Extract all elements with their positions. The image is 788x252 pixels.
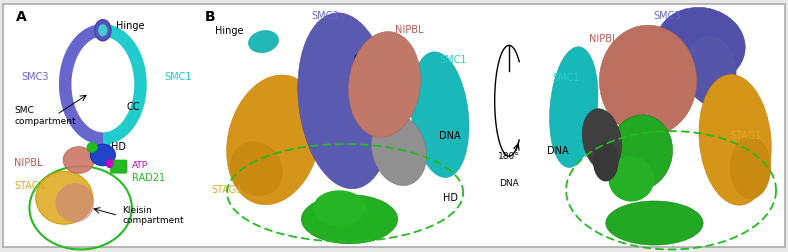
Ellipse shape [656,7,745,83]
Circle shape [95,20,111,41]
Text: B: B [205,10,216,24]
Text: SMC1: SMC1 [552,73,579,83]
Text: Hinge: Hinge [117,21,145,32]
Ellipse shape [91,144,115,166]
Text: SMC1: SMC1 [439,55,466,66]
Ellipse shape [55,183,94,223]
Circle shape [106,159,113,168]
Ellipse shape [600,25,697,136]
Ellipse shape [411,52,469,177]
Text: DNA: DNA [439,131,461,141]
Circle shape [98,24,107,36]
Ellipse shape [549,47,598,167]
Text: Hinge: Hinge [215,26,244,37]
Text: STAG1: STAG1 [211,185,243,195]
Ellipse shape [685,35,737,106]
Ellipse shape [229,141,283,196]
Ellipse shape [313,190,366,226]
Ellipse shape [372,114,426,185]
Ellipse shape [699,75,771,205]
Text: DNA: DNA [547,146,568,156]
Text: Kleisin
compartment: Kleisin compartment [122,206,184,225]
Text: CC: CC [354,54,367,64]
Ellipse shape [248,30,278,53]
Ellipse shape [582,109,622,171]
Text: HD: HD [443,193,458,203]
Text: SMC3: SMC3 [311,11,339,21]
Text: RAD21: RAD21 [625,232,658,242]
Text: A: A [16,10,27,24]
Ellipse shape [301,195,398,244]
Ellipse shape [227,75,321,205]
Ellipse shape [606,201,703,245]
Text: CC: CC [126,102,139,112]
Text: 180°: 180° [498,152,520,161]
Text: NIPBL: NIPBL [395,25,423,35]
Ellipse shape [87,142,98,152]
Text: RAD21: RAD21 [132,173,165,183]
Text: SMC1: SMC1 [165,72,192,82]
Text: HD: HD [110,142,125,152]
Text: NIPBL: NIPBL [14,158,43,168]
Ellipse shape [348,32,421,137]
Text: SMC3: SMC3 [653,11,681,21]
Ellipse shape [35,171,93,224]
Text: STAG1: STAG1 [14,181,46,192]
Text: SMC3: SMC3 [22,72,49,82]
Ellipse shape [63,147,94,173]
Text: ATP: ATP [132,161,148,170]
Ellipse shape [593,141,619,181]
Text: NIPBL: NIPBL [589,34,618,44]
Ellipse shape [608,156,654,202]
Text: SMC
compartment: SMC compartment [14,106,76,125]
Text: DNA: DNA [499,179,519,188]
Ellipse shape [608,115,673,190]
Ellipse shape [730,136,771,199]
FancyBboxPatch shape [3,4,785,247]
FancyBboxPatch shape [110,160,127,173]
Text: RAD21: RAD21 [329,232,362,242]
Text: STAG1: STAG1 [730,131,762,141]
Ellipse shape [298,13,392,189]
